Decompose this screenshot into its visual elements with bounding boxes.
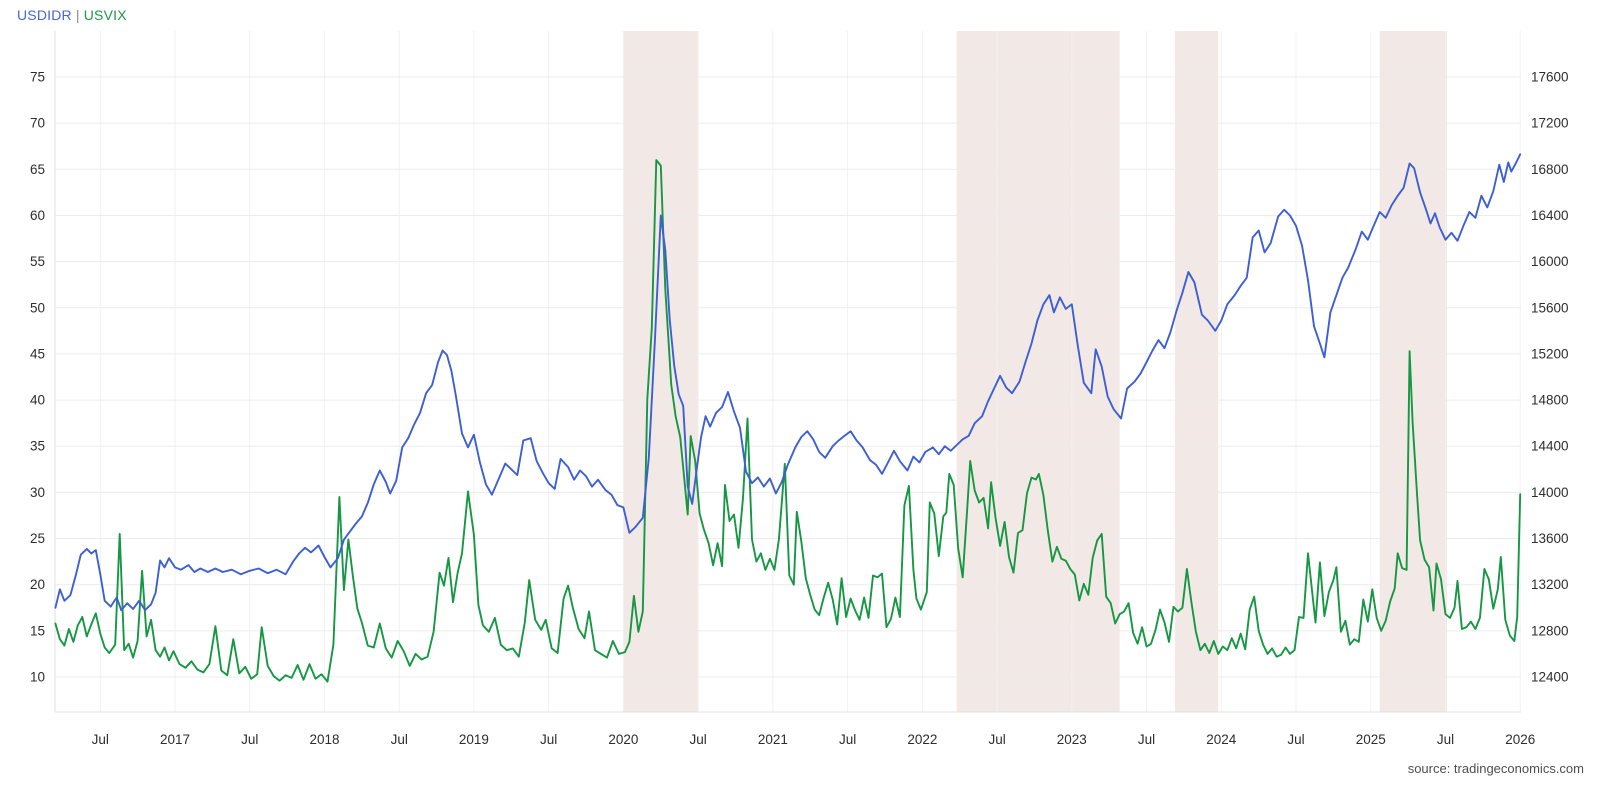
legend-item-usdidr[interactable]: USDIDR <box>17 7 72 23</box>
left-axis-tick-label: 70 <box>30 116 45 131</box>
left-axis-tick-label: 15 <box>30 623 45 638</box>
left-axis-tick-label: 20 <box>30 577 45 592</box>
x-axis-tick-label: 2020 <box>608 732 638 747</box>
x-axis-tick-label: Jul <box>540 732 557 747</box>
left-axis-tick-label: 75 <box>30 70 45 85</box>
x-axis-tick-label: Jul <box>241 732 258 747</box>
x-axis-tick-label: Jul <box>690 732 707 747</box>
x-axis-tick-label: Jul <box>1138 732 1155 747</box>
left-axis-tick-label: 30 <box>30 485 45 500</box>
x-axis-tick-label: Jul <box>1287 732 1304 747</box>
right-axis-tick-label: 12400 <box>1531 670 1569 685</box>
usdidr-line[interactable] <box>54 153 1522 612</box>
right-axis-tick-label: 12800 <box>1531 623 1569 638</box>
right-axis-tick-label: 16000 <box>1531 254 1569 269</box>
x-axis-tick-label: Jul <box>988 732 1005 747</box>
x-axis-tick-label: 2024 <box>1206 732 1237 747</box>
legend-item-usvix[interactable]: USVIX <box>83 7 127 23</box>
legend-separator: | <box>75 7 80 23</box>
left-axis-tick-label: 25 <box>30 531 45 546</box>
right-axis-tick-label: 15200 <box>1531 346 1569 361</box>
right-axis-tick-label: 16400 <box>1531 208 1569 223</box>
x-axis-tick-label: Jul <box>1437 732 1454 747</box>
highlight-band <box>956 31 1120 712</box>
left-axis-tick-label: 40 <box>30 393 45 408</box>
right-axis-tick-label: 14400 <box>1531 439 1569 454</box>
x-axis-tick-label: 2026 <box>1505 732 1535 747</box>
x-axis-tick-label: 2018 <box>309 732 339 747</box>
x-axis-tick-label: 2022 <box>907 732 937 747</box>
chart-legend: USDIDR | USVIX <box>17 7 127 23</box>
right-axis-tick-label: 13200 <box>1531 577 1569 592</box>
highlight-band <box>1379 31 1447 712</box>
x-axis-tick-label: 2023 <box>1057 732 1087 747</box>
x-axis-tick-label: 2021 <box>758 732 788 747</box>
source-attribution: source: tradingeconomics.com <box>1407 761 1584 776</box>
right-axis-tick-label: 14800 <box>1531 393 1569 408</box>
right-axis-tick-label: 17600 <box>1531 70 1569 85</box>
left-axis-tick-label: 50 <box>30 300 45 315</box>
highlight-band <box>1174 31 1219 712</box>
right-axis-tick-label: 17200 <box>1531 116 1569 131</box>
left-axis-tick-label: 60 <box>30 208 45 223</box>
left-axis-tick-label: 45 <box>30 346 45 361</box>
right-axis-tick-label: 13600 <box>1531 531 1569 546</box>
left-axis-tick-label: 35 <box>30 439 45 454</box>
highlight-band <box>623 31 699 712</box>
x-axis-tick-label: 2025 <box>1356 732 1386 747</box>
left-axis-tick-label: 10 <box>30 670 45 685</box>
x-axis-tick-label: Jul <box>839 732 856 747</box>
x-axis-tick-label: Jul <box>391 732 408 747</box>
x-axis-tick-label: 2019 <box>459 732 489 747</box>
right-axis-tick-label: 15600 <box>1531 300 1569 315</box>
usvix-line[interactable] <box>54 159 1522 683</box>
x-axis-tick-label: 2017 <box>160 732 190 747</box>
right-axis-tick-label: 14000 <box>1531 485 1569 500</box>
x-axis-tick-label: Jul <box>92 732 109 747</box>
right-axis-tick-label: 16800 <box>1531 162 1569 177</box>
left-axis-tick-label: 65 <box>30 162 45 177</box>
left-axis-tick-label: 55 <box>30 254 45 269</box>
